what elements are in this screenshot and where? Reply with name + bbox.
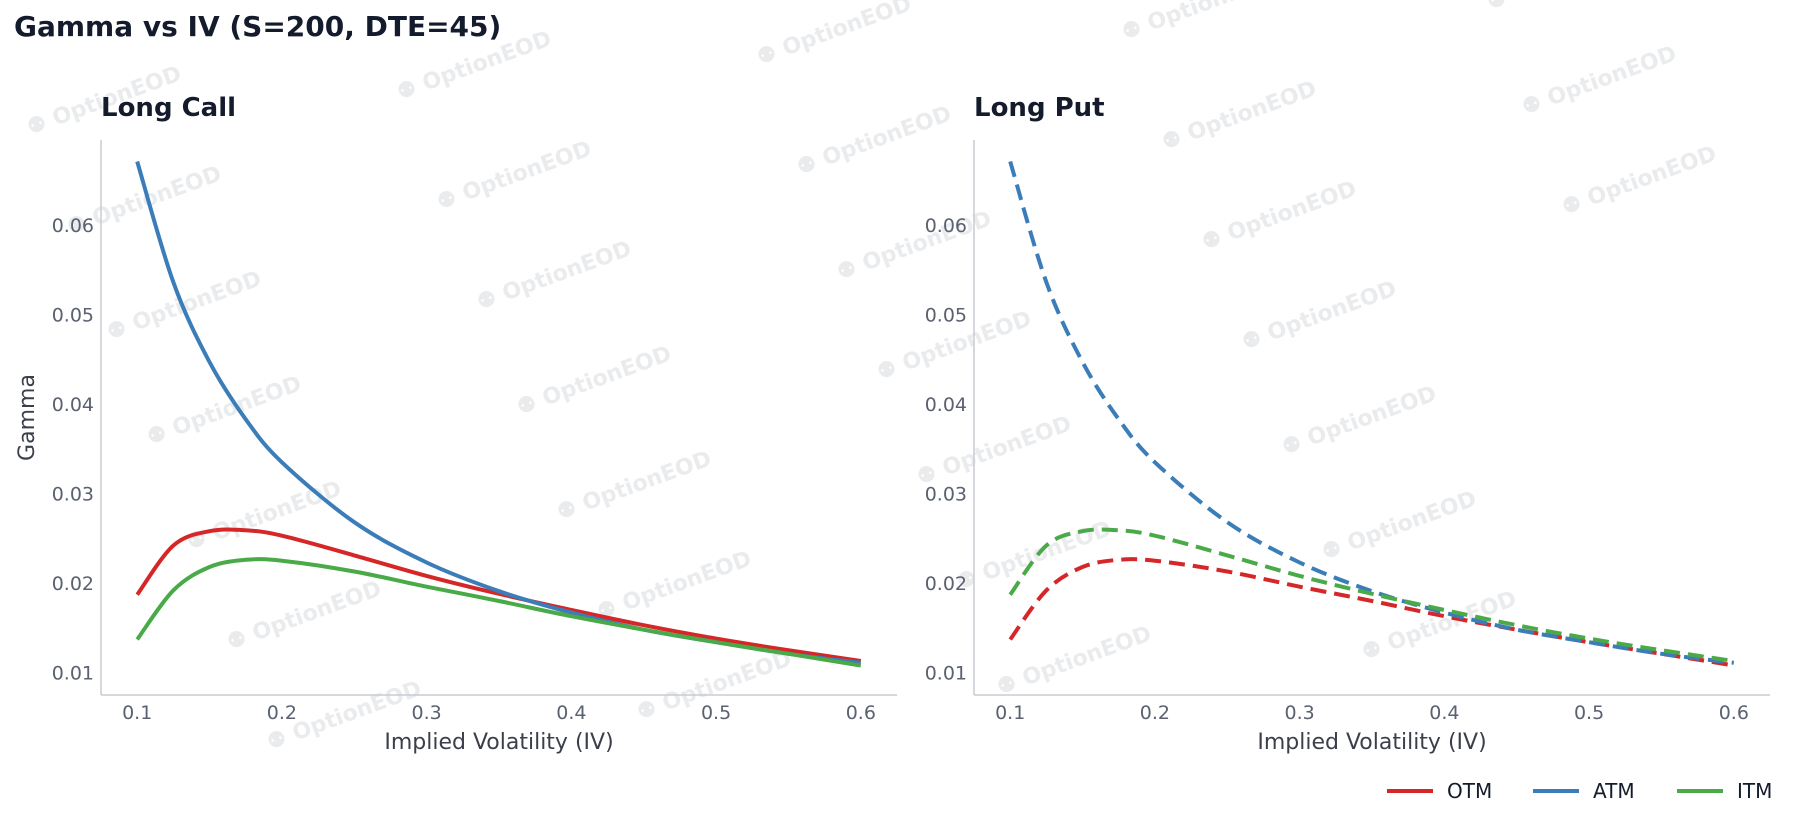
watermark-text: ⚉ OptionEOD [594,547,755,626]
watermark-text: ⚉ OptionEOD [1484,0,1645,16]
series-line-itm [1008,527,1735,663]
x-tick-label: 0.6 [1719,702,1749,724]
x-tick-label: 0.4 [1429,702,1459,724]
watermark-text: ⚉ OptionEOD [1519,42,1680,121]
panel-title: Long Call [101,93,236,123]
x-tick-label: 0.2 [1140,702,1170,724]
watermark-text: ⚉ OptionEOD [474,237,635,316]
x-tick-label: 0.1 [995,702,1025,724]
long-call-panel: Long Call 0.1 0.2 0.3 0.4 0.5 0.6 0.01 0.02 0.03 0… [15,93,897,755]
watermark-text: ⚉ OptionEOD [1199,177,1360,256]
y-tick-label: 0.05 [925,305,967,327]
figure-title: Gamma vs IV (S=200, DTE=45) [14,10,501,43]
watermark-layer: ⚉ OptionEOD ⚉ OptionEOD ⚉ OptionEOD ⚉ Optio… [24,0,1720,756]
x-tick-label: 0.3 [1285,702,1315,724]
x-tick-label: 0.5 [1574,702,1604,724]
watermark-text: ⚉ OptionEOD [754,0,915,71]
y-axis-label: Gamma [15,374,40,461]
x-tick-label: 0.3 [412,702,442,724]
y-tick-label: 0.03 [925,484,967,506]
watermark-text: ⚉ OptionEOD [1279,382,1440,461]
x-axis-label: Implied Volatility (IV) [384,730,613,755]
y-tick-label: 0.04 [925,394,967,416]
legend: OTM ATM ITM [1387,779,1772,803]
watermark-text: ⚉ OptionEOD [1159,77,1320,156]
x-tick-label: 0.2 [267,702,297,724]
y-tick-label: 0.05 [52,305,94,327]
x-tick-label: 0.5 [701,702,731,724]
y-tick-label: 0.02 [925,573,967,595]
watermark-text: ⚉ OptionEOD [1559,142,1720,221]
legend-label-itm: ITM [1737,779,1772,803]
series-line-otm [135,527,862,663]
watermark-text: ⚉ OptionEOD [1319,487,1480,566]
y-tick-label: 0.03 [52,484,94,506]
y-tick-label: 0.06 [925,215,967,237]
legend-label-otm: OTM [1447,779,1492,803]
watermark-text: ⚉ OptionEOD [994,622,1155,701]
watermark-text: ⚉ OptionEOD [434,137,595,216]
x-axis-label: Implied Volatility (IV) [1257,730,1486,755]
x-tick-label: 0.1 [122,702,152,724]
y-tick-label: 0.04 [52,394,94,416]
panel-title: Long Put [974,93,1105,123]
y-tick-label: 0.01 [52,663,94,685]
watermark-text: ⚉ OptionEOD [224,577,385,656]
watermark-text: ⚉ OptionEOD [514,342,675,421]
y-tick-label: 0.06 [52,215,94,237]
watermark-text: ⚉ OptionEOD [554,447,715,526]
watermark-text: ⚉ OptionEOD [1239,277,1400,356]
series-line-atm [1008,160,1735,665]
x-tick-label: 0.6 [846,702,876,724]
y-tick-label: 0.01 [925,663,967,685]
watermark-text: ⚉ OptionEOD [144,372,305,451]
watermark-text: ⚉ OptionEOD [1119,0,1280,46]
series-line-otm [1008,557,1735,668]
series-line-itm [135,557,862,668]
watermark-text: ⚉ OptionEOD [834,207,995,286]
x-tick-label: 0.4 [556,702,586,724]
watermark-text: ⚉ OptionEOD [914,412,1075,491]
watermark-text: ⚉ OptionEOD [184,477,345,556]
long-put-panel: Long Put 0.1 0.2 0.3 0.4 0.5 0.6 0.01 0.02 0.03 0.… [925,93,1770,755]
legend-label-atm: ATM [1593,779,1635,803]
watermark-text: ⚉ OptionEOD [794,102,955,181]
y-tick-label: 0.02 [52,573,94,595]
